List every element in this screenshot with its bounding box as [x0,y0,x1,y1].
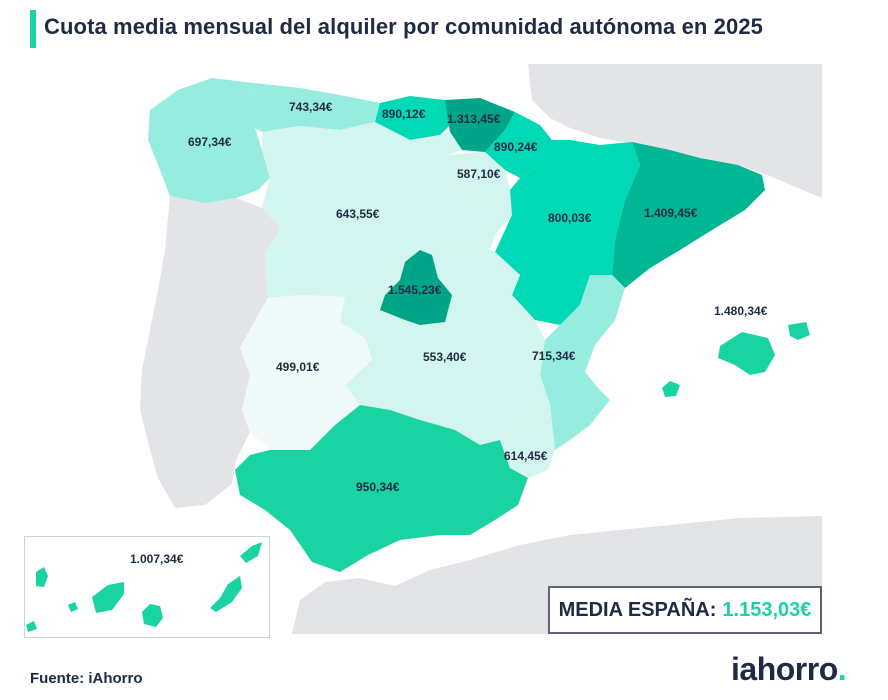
label-castilla-la-mancha: 553,40€ [423,350,467,364]
iahorro-logo: iahorro. [731,651,847,688]
region-murcia [500,405,555,478]
region-aragon [495,140,640,325]
region-canarias-el-hierro [26,621,37,632]
logo-text: iahorro [731,651,838,687]
region-cantabria [375,96,455,140]
source-note: Fuente: iAhorro [30,670,143,687]
label-andalucia: 950,34€ [356,480,400,494]
label-navarra: 890,24€ [494,140,538,154]
media-espana-box: MEDIA ESPAÑA: 1.153,03€ [548,586,822,634]
label-aragon: 800,03€ [548,211,592,225]
label-murcia: 614,45€ [504,449,548,463]
region-galicia [148,78,270,203]
label-cantabria: 890,12€ [382,107,426,121]
france-land [528,64,822,198]
label-galicia: 697,34€ [188,135,232,149]
region-cataluna [612,142,765,288]
region-pais-vasco [445,98,515,152]
region-baleares-menorca [788,322,810,340]
media-espana-value: 1.153,03€ [722,598,812,621]
label-cataluna: 1.409,45€ [644,206,698,220]
label-baleares: 1.480,34€ [714,304,768,318]
region-canarias-fuerteventura [210,576,242,612]
label-madrid: 1.545,23€ [388,283,442,297]
region-andalucia [235,405,528,572]
region-canarias-la-gomera [68,602,78,612]
label-valencia: 715,34€ [532,349,576,363]
portugal-land [140,196,280,508]
region-canarias-tenerife [92,582,124,613]
label-castilla-y-leon: 643,55€ [336,207,380,221]
region-extremadura [240,295,372,450]
title-accent-bar [30,10,36,48]
region-baleares-ibiza [662,381,680,397]
region-valencia [540,275,625,450]
media-espana-label: MEDIA ESPAÑA: [558,598,717,621]
map-title: Cuota media mensual del alquiler por com… [44,14,764,39]
region-baleares-mallorca [718,332,775,375]
region-navarra [485,112,556,178]
region-madrid [380,250,452,325]
region-canarias-gran-canaria [142,604,163,627]
label-pais-vasco: 1.313,45€ [447,112,501,126]
label-canarias: 1.007,34€ [130,552,184,566]
region-asturias [245,82,380,132]
logo-dot: . [837,651,847,687]
region-canarias-la-palma [36,567,48,587]
label-la-rioja: 587,10€ [457,167,501,181]
region-la-rioja [448,152,510,195]
region-castilla-y-leon [262,122,512,298]
label-asturias: 743,34€ [289,100,333,114]
region-canarias-lanzarote [240,542,262,563]
label-extremadura: 499,01€ [276,360,320,374]
